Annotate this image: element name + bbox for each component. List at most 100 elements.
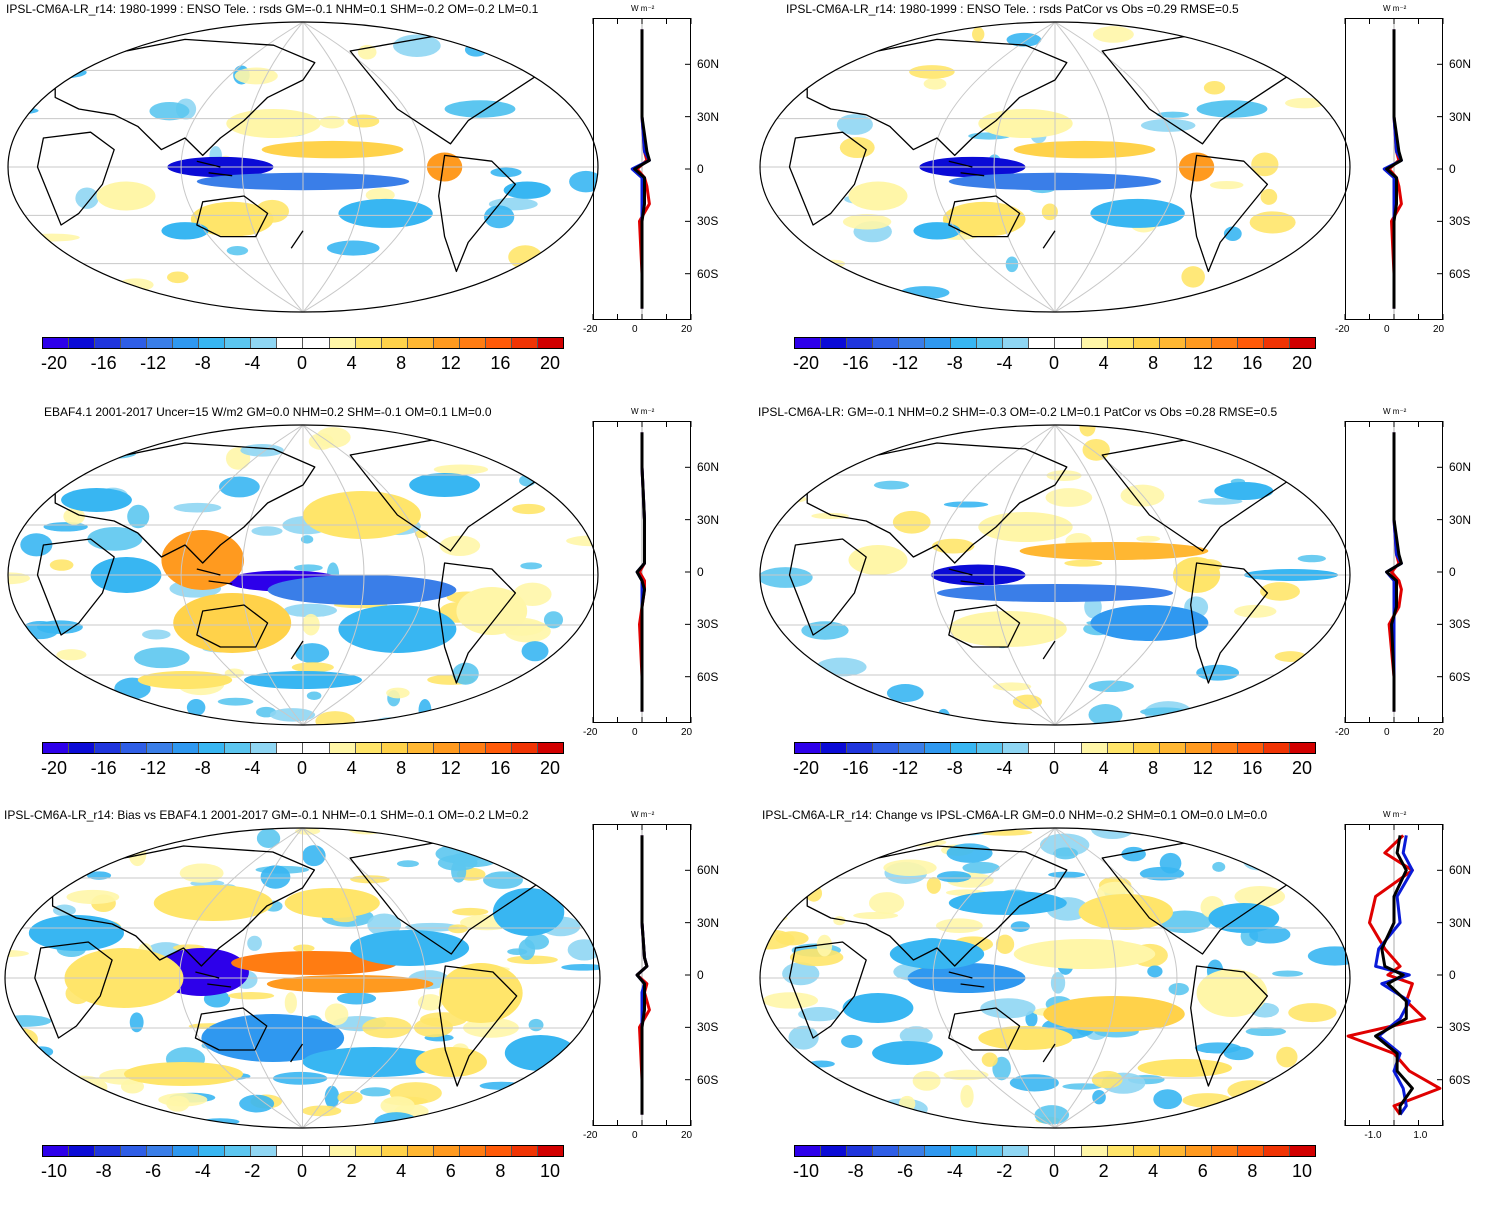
colorbar-tick-label: 0 — [296, 1161, 308, 1181]
anomaly-patch — [1034, 1105, 1070, 1125]
world-map — [7, 424, 599, 726]
world-map — [759, 21, 1351, 313]
colorbar-swatch — [43, 338, 70, 348]
anomaly-patch — [452, 907, 489, 916]
anomaly-patch — [433, 464, 489, 475]
panel-p4: IPSL-CM6A-LR: GM=-0.1 NHM=0.2 SHM=-0.3 O… — [752, 403, 1489, 803]
anomaly-patch — [1050, 971, 1066, 994]
colorbar-swatch — [173, 743, 200, 753]
colorbar-tick-label: 6 — [445, 1161, 456, 1181]
latitude-tick-label: 30N — [697, 109, 720, 124]
colorbar-tick-label: 10 — [1291, 1161, 1313, 1181]
anomaly-patch — [926, 876, 942, 894]
zonal-mean-plot — [1344, 18, 1444, 320]
map-border — [759, 424, 1351, 726]
colorbar-swatch — [899, 338, 926, 348]
anomaly-patch — [853, 912, 899, 920]
map-border — [4, 827, 601, 1129]
anomaly-patch — [1041, 203, 1058, 221]
anomaly-patch — [543, 611, 564, 629]
anomaly-region — [302, 1047, 446, 1077]
colorbar-tick-label: 8 — [1247, 1161, 1258, 1181]
anomaly-patch — [293, 564, 323, 572]
colorbar-tick-label: -16 — [842, 353, 869, 373]
anomaly-patch — [291, 662, 334, 673]
colorbar-swatch — [251, 338, 278, 348]
colorbar-tick-label: 4 — [396, 1161, 407, 1181]
latitude-tick-label: 60S — [697, 266, 719, 281]
anomaly-region — [444, 100, 516, 118]
colorbar-swatch — [95, 338, 122, 348]
anomaly-patch — [1223, 1046, 1254, 1061]
anomaly-region — [848, 181, 908, 211]
map-border — [759, 21, 1351, 313]
zonal-x-tick-label: -20 — [583, 324, 598, 335]
zonal-series-black — [1374, 835, 1414, 1115]
panel-p2: IPSL-CM6A-LR_r14: 1980-1999 : ENSO Tele.… — [752, 0, 1489, 400]
colorbar-swatch — [355, 743, 382, 753]
colorbar-swatch — [147, 338, 174, 348]
colorbar-swatch — [355, 338, 382, 348]
colorbar-swatch — [407, 743, 434, 753]
colorbar-labels: -20 -16 -12 -8 -4 0 4 8 12 16 20 — [41, 353, 562, 375]
colorbar-tick-label: -20 — [792, 758, 820, 778]
anomaly-patch — [1009, 1074, 1059, 1092]
anomaly-patch — [520, 562, 543, 570]
colorbar-swatch — [355, 1146, 382, 1156]
colorbar-tick-label: -12 — [140, 353, 167, 373]
colorbar-swatch — [1289, 1146, 1315, 1156]
map-border — [7, 424, 599, 726]
colorbar-tick-label: 8 — [396, 758, 407, 778]
colorbar-swatch — [951, 743, 978, 753]
colorbar-swatch — [821, 1146, 848, 1156]
anomaly-patch — [87, 527, 143, 551]
colorbar-swatch — [329, 743, 356, 753]
graticule — [8, 22, 598, 312]
anomaly-patch — [1234, 604, 1277, 618]
colorbar-tick-label: 8 — [495, 1161, 506, 1181]
colorbar-tick-label: -16 — [842, 758, 869, 778]
colorbar-swatch — [511, 1146, 538, 1156]
anomaly-patch — [760, 567, 813, 588]
anomaly-region — [338, 198, 433, 228]
colorbar-swatch — [251, 1146, 278, 1156]
anomaly-patch — [868, 892, 905, 915]
colorbar-swatch — [847, 743, 874, 753]
anomaly-patch — [886, 684, 924, 703]
colorbar-swatch — [69, 1146, 96, 1156]
anomaly-patch — [1064, 559, 1103, 567]
colorbar-swatch — [1211, 338, 1238, 348]
latitude-tick-label: 30S — [697, 214, 719, 229]
colorbar-swatch — [1003, 743, 1030, 753]
colorbar-tick-label: 20 — [539, 758, 561, 778]
colorbar-tick-label: 2 — [346, 1161, 357, 1181]
anomaly-patch — [393, 34, 441, 57]
graticule — [760, 425, 1350, 725]
colorbar-swatch — [1263, 338, 1290, 348]
latitude-tick-label: 60N — [697, 57, 720, 72]
panel-title: IPSL-CM6A-LR_r14: Bias vs EBAF4.1 2001-2… — [4, 808, 529, 822]
colorbar-tick-label: 8 — [1148, 758, 1159, 778]
colorbar-tick-label: 8 — [396, 353, 407, 373]
colorbar-tick-label: -4 — [244, 353, 261, 373]
coastlines — [34, 842, 542, 1087]
colorbar-swatch — [899, 1146, 926, 1156]
colorbar-swatch — [381, 1146, 408, 1156]
anomaly-patch — [816, 934, 833, 957]
anomaly-patch — [324, 1003, 349, 1026]
anomaly-patch — [66, 889, 120, 905]
anomaly-patch — [251, 526, 283, 536]
coastlines — [788, 35, 1292, 273]
anomaly-patch — [1153, 1089, 1183, 1110]
colorbar-swatch — [1003, 1146, 1030, 1156]
anomaly-patch — [234, 67, 278, 85]
units-label: W m⁻² — [1383, 4, 1407, 13]
anomaly-region — [1196, 969, 1268, 1017]
anomaly-region — [266, 975, 434, 993]
anomaly-patch — [1249, 211, 1296, 234]
anomaly-patch — [1010, 921, 1030, 932]
anomaly-patch — [293, 944, 315, 952]
colorbar — [794, 337, 1316, 349]
graticule — [760, 828, 1350, 1128]
anomaly-patch — [762, 992, 819, 1009]
